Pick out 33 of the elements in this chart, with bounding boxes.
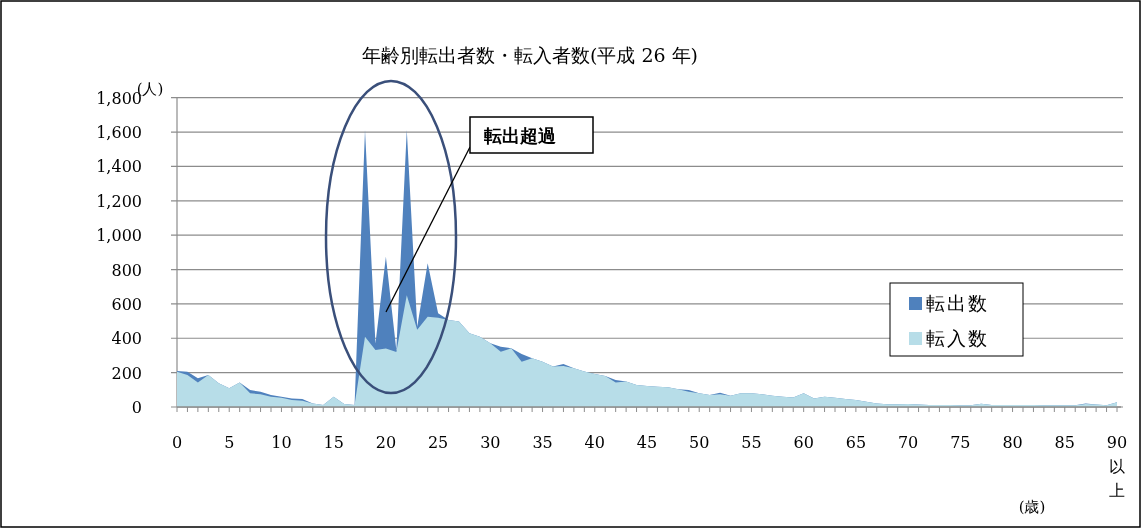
x-tick-label: 55 [741, 433, 762, 452]
y-tick-label: 1,000 [96, 226, 142, 246]
x-tick-label: 0 [171, 433, 183, 452]
y-tick-label: 1,600 [96, 123, 142, 143]
x-tick-label: 30 [480, 433, 501, 452]
y-tick-label: 1,400 [96, 157, 142, 177]
chart-title: 年齢別転出者数・転入者数(平成 26 年) [361, 44, 699, 66]
x-tick-label: 50 [689, 433, 710, 452]
y-tick-label: 0 [131, 398, 142, 417]
x-tick-label: 40 [584, 433, 605, 452]
annotation: 転出超過 [484, 125, 556, 146]
x-tick-label: 45 [636, 433, 658, 452]
x-tick-label: 90以上 [1106, 433, 1128, 500]
y-tick-label: 600 [111, 294, 142, 314]
x-tick-label: 15 [323, 433, 344, 452]
x-tick-label: 75 [950, 433, 971, 452]
y-tick-label: 800 [111, 260, 142, 280]
x-tick-label: 35 [532, 433, 553, 452]
x-tick-label: 60 [793, 433, 814, 452]
x-tick-label: 85 [1054, 433, 1075, 452]
legend-label: 転出数 [926, 292, 989, 314]
x-tick-label: 80 [1002, 433, 1023, 452]
y-tick-label: 1,200 [96, 191, 142, 211]
x-tick-label: 20 [375, 433, 397, 452]
x-axis-title: (歳) [1018, 498, 1046, 516]
y-tick-label: 400 [111, 329, 142, 349]
x-tick-label: 65 [845, 433, 867, 452]
x-tick-label: 25 [427, 433, 449, 452]
y-tick-label: 200 [111, 363, 142, 383]
legend-label: 転入数 [926, 327, 989, 349]
x-tick-label: 5 [224, 433, 235, 452]
x-tick-label: 70 [897, 433, 919, 452]
x-tick-label: 10 [271, 433, 292, 452]
